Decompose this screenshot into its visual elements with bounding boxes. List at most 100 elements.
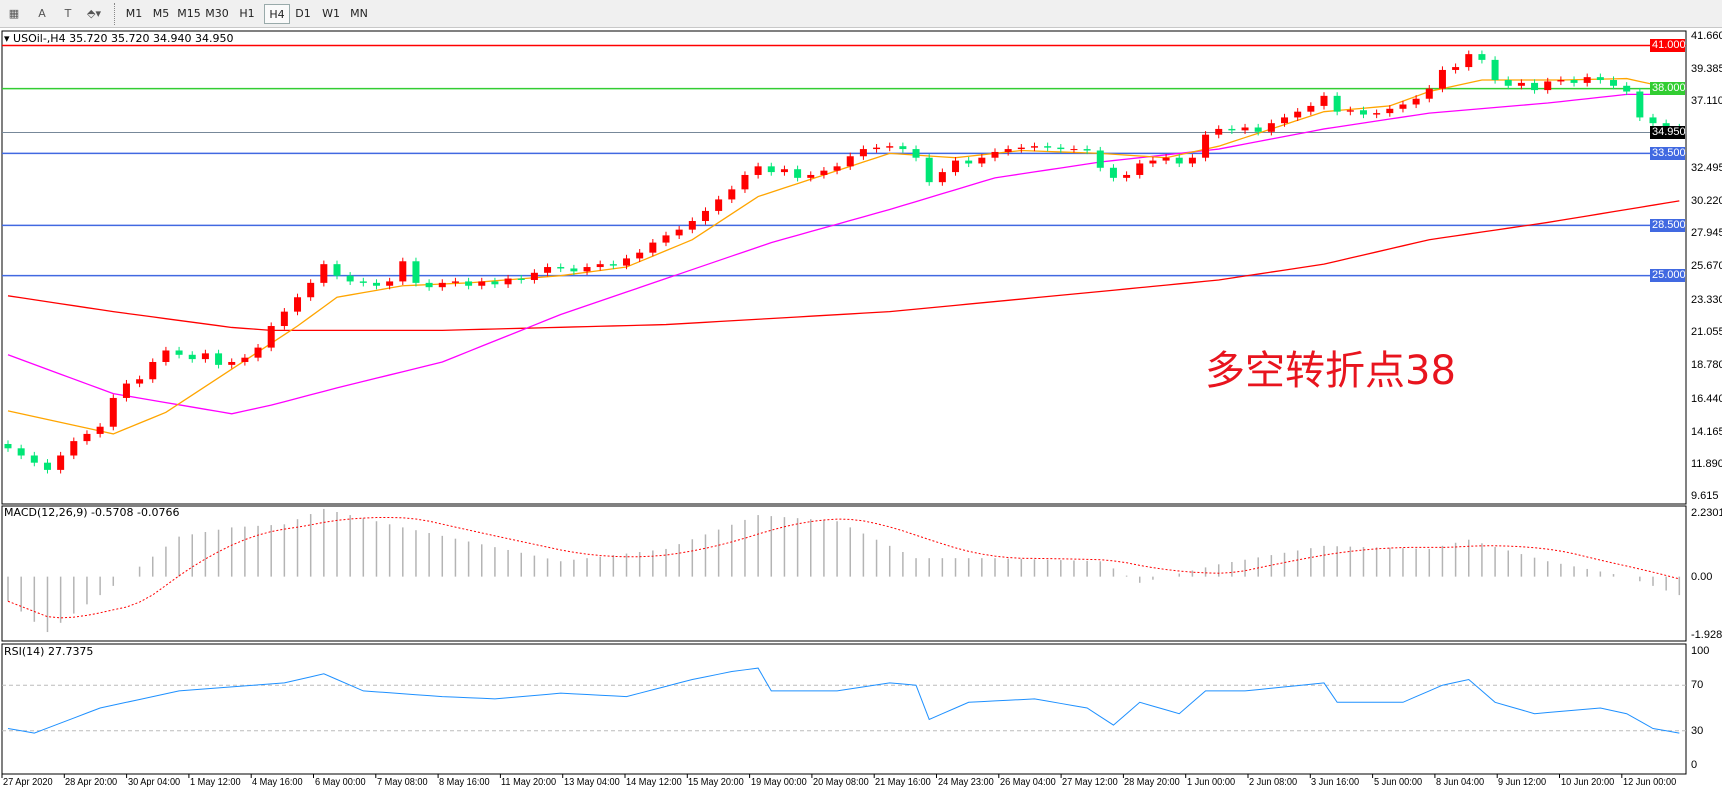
candle-body	[1649, 117, 1657, 124]
candle	[162, 346, 170, 366]
candle-body	[1425, 88, 1433, 99]
candle	[399, 257, 407, 286]
candle-body	[1465, 54, 1473, 68]
candle	[846, 152, 854, 170]
level-price-tag: 38.000	[1650, 82, 1686, 96]
candle-body	[1478, 54, 1486, 60]
time-axis-label: 1 Jun 00:00	[1186, 777, 1235, 788]
candle-body	[636, 252, 644, 259]
candle-body	[1662, 123, 1670, 128]
candle-body	[399, 261, 407, 282]
candle-body	[57, 455, 65, 470]
candle-body	[1123, 174, 1131, 178]
candle-body	[228, 361, 236, 365]
time-axis-label: 13 May 04:00	[563, 777, 620, 788]
candle	[1623, 82, 1631, 96]
timeframe-m1-button[interactable]: M1	[125, 7, 143, 20]
timeframe-m15-button[interactable]: M15	[177, 7, 201, 20]
candle	[4, 440, 12, 452]
timeframe-mn-button[interactable]: MN	[350, 7, 368, 20]
price-axis-label: 14.165	[1691, 425, 1722, 438]
candle	[465, 277, 473, 290]
candle-body	[1083, 149, 1091, 151]
time-axis-label: 26 May 04:00	[999, 777, 1056, 788]
macd-axis-label: 2.2301	[1691, 507, 1722, 519]
rsi-line	[7, 667, 1680, 734]
candle-body	[1096, 150, 1104, 168]
candle-body	[899, 146, 907, 150]
candle	[1373, 109, 1381, 119]
candle-body	[109, 397, 117, 427]
time-axis-label: 24 May 23:00	[937, 777, 994, 788]
candle-body	[557, 267, 565, 269]
timeframe-m5-button[interactable]: M5	[152, 7, 170, 20]
candle-body	[70, 441, 78, 456]
rsi-axis-label: 30	[1691, 724, 1704, 737]
candle	[596, 260, 604, 271]
candle	[636, 249, 644, 263]
candle-body	[136, 379, 144, 384]
candle-body	[1162, 157, 1170, 161]
ma-fast-line	[7, 77, 1680, 435]
macd-panel	[1, 505, 1687, 642]
timeframe-h1-button[interactable]: H1	[239, 7, 255, 20]
candle-body	[1623, 85, 1631, 92]
candle	[1004, 145, 1012, 156]
text-label-tool[interactable]: T	[64, 7, 72, 20]
candle	[280, 308, 288, 330]
candle-body	[1504, 80, 1512, 86]
candle	[504, 274, 512, 288]
candle	[780, 165, 788, 176]
candle	[978, 154, 986, 168]
candle	[1241, 123, 1249, 134]
candle	[228, 358, 236, 369]
candle-body	[1057, 147, 1065, 150]
candle	[1215, 125, 1223, 139]
time-axis-label: 7 May 08:00	[376, 777, 428, 788]
candle-body	[96, 426, 104, 434]
candle-body	[754, 166, 762, 175]
arrows-tool[interactable]: ⬘▾	[87, 7, 101, 20]
candle	[96, 423, 104, 438]
candle	[570, 264, 578, 275]
candle-body	[1017, 147, 1025, 150]
candle	[1425, 85, 1433, 103]
price-axis-label: 21.055	[1691, 326, 1722, 339]
candle-body	[215, 353, 223, 365]
candle	[109, 394, 117, 431]
candle-body	[438, 282, 446, 288]
candle-body	[451, 281, 459, 283]
candle-body	[1359, 110, 1367, 115]
candle-body	[372, 282, 380, 286]
candle	[175, 346, 183, 359]
candle	[1162, 154, 1170, 165]
candle-body	[530, 272, 538, 280]
candle	[899, 142, 907, 153]
candle	[557, 263, 565, 273]
timeframe-h4-button[interactable]: H4	[264, 4, 290, 24]
rsi-axis-label: 0	[1691, 759, 1698, 771]
candle-body	[649, 242, 657, 253]
candle-body	[583, 267, 591, 272]
candle-body	[859, 149, 867, 157]
text-tool[interactable]: A	[38, 7, 46, 20]
candle	[1465, 50, 1473, 71]
timeframe-m30-button[interactable]: M30	[205, 7, 229, 20]
candle-body	[701, 210, 709, 222]
timeframe-w1-button[interactable]: W1	[322, 7, 340, 20]
candle-body	[912, 149, 920, 158]
candle-body	[478, 281, 486, 286]
candle	[1149, 156, 1157, 168]
time-axis-label: 12 Jun 00:00	[1622, 777, 1676, 788]
candle	[623, 254, 631, 270]
grid-tool-icon[interactable]: ▦	[8, 7, 20, 20]
time-axis-label: 19 May 00:00	[750, 777, 807, 788]
timeframe-d1-button[interactable]: D1	[295, 7, 311, 20]
rsi-panel	[1, 643, 1687, 775]
candle-body	[938, 172, 946, 183]
candle-body	[794, 169, 802, 178]
candle	[767, 162, 775, 176]
candle-body	[1610, 80, 1618, 86]
price-axis-label: 18.780	[1691, 359, 1722, 372]
